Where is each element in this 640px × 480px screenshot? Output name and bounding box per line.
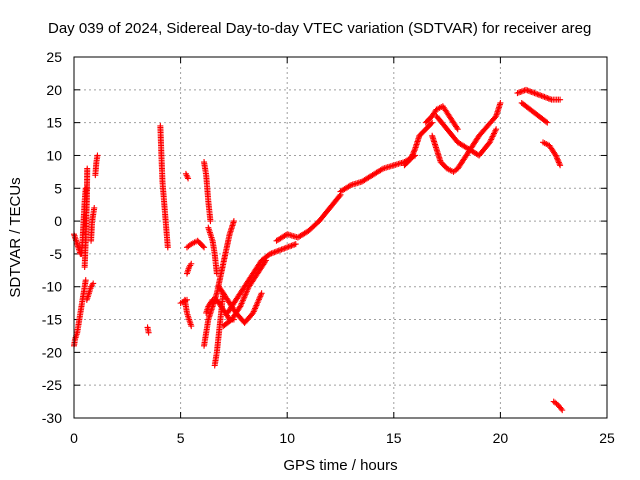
data-point: [292, 241, 299, 248]
chart-title: Day 039 of 2024, Sidereal Day-to-day VTE…: [48, 20, 591, 37]
y-tick-label: -25: [42, 377, 62, 393]
data-point: [188, 323, 195, 330]
data-point: [410, 148, 417, 155]
data-point: [164, 244, 171, 251]
data-point: [554, 156, 561, 163]
data-point: [428, 120, 435, 127]
data-point: [408, 154, 415, 161]
data-point: [453, 124, 460, 131]
data-point: [185, 175, 192, 182]
data-point: [553, 153, 560, 160]
x-tick-label: 0: [70, 430, 78, 446]
y-tick-label: 10: [46, 147, 62, 163]
y-tick-label: -20: [42, 344, 62, 360]
y-tick-label: -10: [42, 279, 62, 295]
data-point: [556, 160, 563, 167]
x-tick-label: 5: [177, 430, 185, 446]
data-point: [184, 173, 191, 180]
data-point: [188, 260, 195, 267]
data-point: [554, 155, 561, 162]
grid-layer: [74, 57, 607, 418]
y-tick-label: 0: [54, 213, 62, 229]
data-point: [429, 119, 436, 126]
x-tick-label: 20: [493, 430, 509, 446]
data-point: [201, 244, 208, 251]
data-point: [493, 126, 500, 133]
data-point: [90, 280, 97, 287]
data-point: [346, 182, 353, 189]
data-point: [183, 172, 190, 179]
data-point: [559, 407, 566, 414]
y-axis-title: SDTVAR / TECUs: [7, 177, 24, 297]
data-point: [558, 405, 565, 412]
data-point: [199, 243, 206, 250]
data-point: [258, 290, 265, 297]
data-point: [543, 118, 550, 125]
data-point: [82, 277, 89, 284]
data-point: [409, 152, 416, 159]
y-tick-label: 20: [46, 82, 62, 98]
data-point: [207, 218, 214, 225]
x-axis-title: GPS time / hours: [283, 457, 397, 474]
data-point: [94, 152, 101, 159]
data-point: [411, 147, 418, 154]
y-tick-label: -15: [42, 312, 62, 328]
data-point: [84, 165, 91, 172]
data-point: [145, 329, 152, 336]
y-tick-label: 5: [54, 180, 62, 196]
plot-frame: [73, 56, 608, 419]
data-point: [497, 99, 504, 106]
x-tick-label: 10: [279, 430, 295, 446]
data-point: [91, 204, 98, 211]
data-point: [378, 166, 385, 173]
y-tick-label: -30: [42, 410, 62, 426]
y-tick-label: 25: [46, 49, 62, 65]
data-point: [552, 152, 559, 159]
y-tick-label: -5: [50, 246, 63, 262]
data-point: [407, 155, 414, 162]
x-tick-label: 15: [386, 430, 402, 446]
data-point: [230, 218, 237, 225]
data-point: [410, 150, 417, 157]
data-point: [454, 126, 461, 133]
data-point: [186, 242, 193, 249]
data-point: [555, 158, 562, 165]
data-point: [557, 96, 564, 103]
data-point: [544, 119, 551, 126]
data-point: [409, 151, 416, 158]
x-tick-label: 25: [599, 430, 615, 446]
data-point: [557, 162, 564, 169]
data-point: [555, 159, 562, 166]
tick-layer: 0 5 10 15 20 25 -30 -25 -20 -15 -10 -5 0 5 10 15 20 25: [42, 49, 615, 446]
points-layer: [71, 86, 566, 414]
y-tick-label: 15: [46, 115, 62, 131]
data-point: [336, 193, 343, 200]
